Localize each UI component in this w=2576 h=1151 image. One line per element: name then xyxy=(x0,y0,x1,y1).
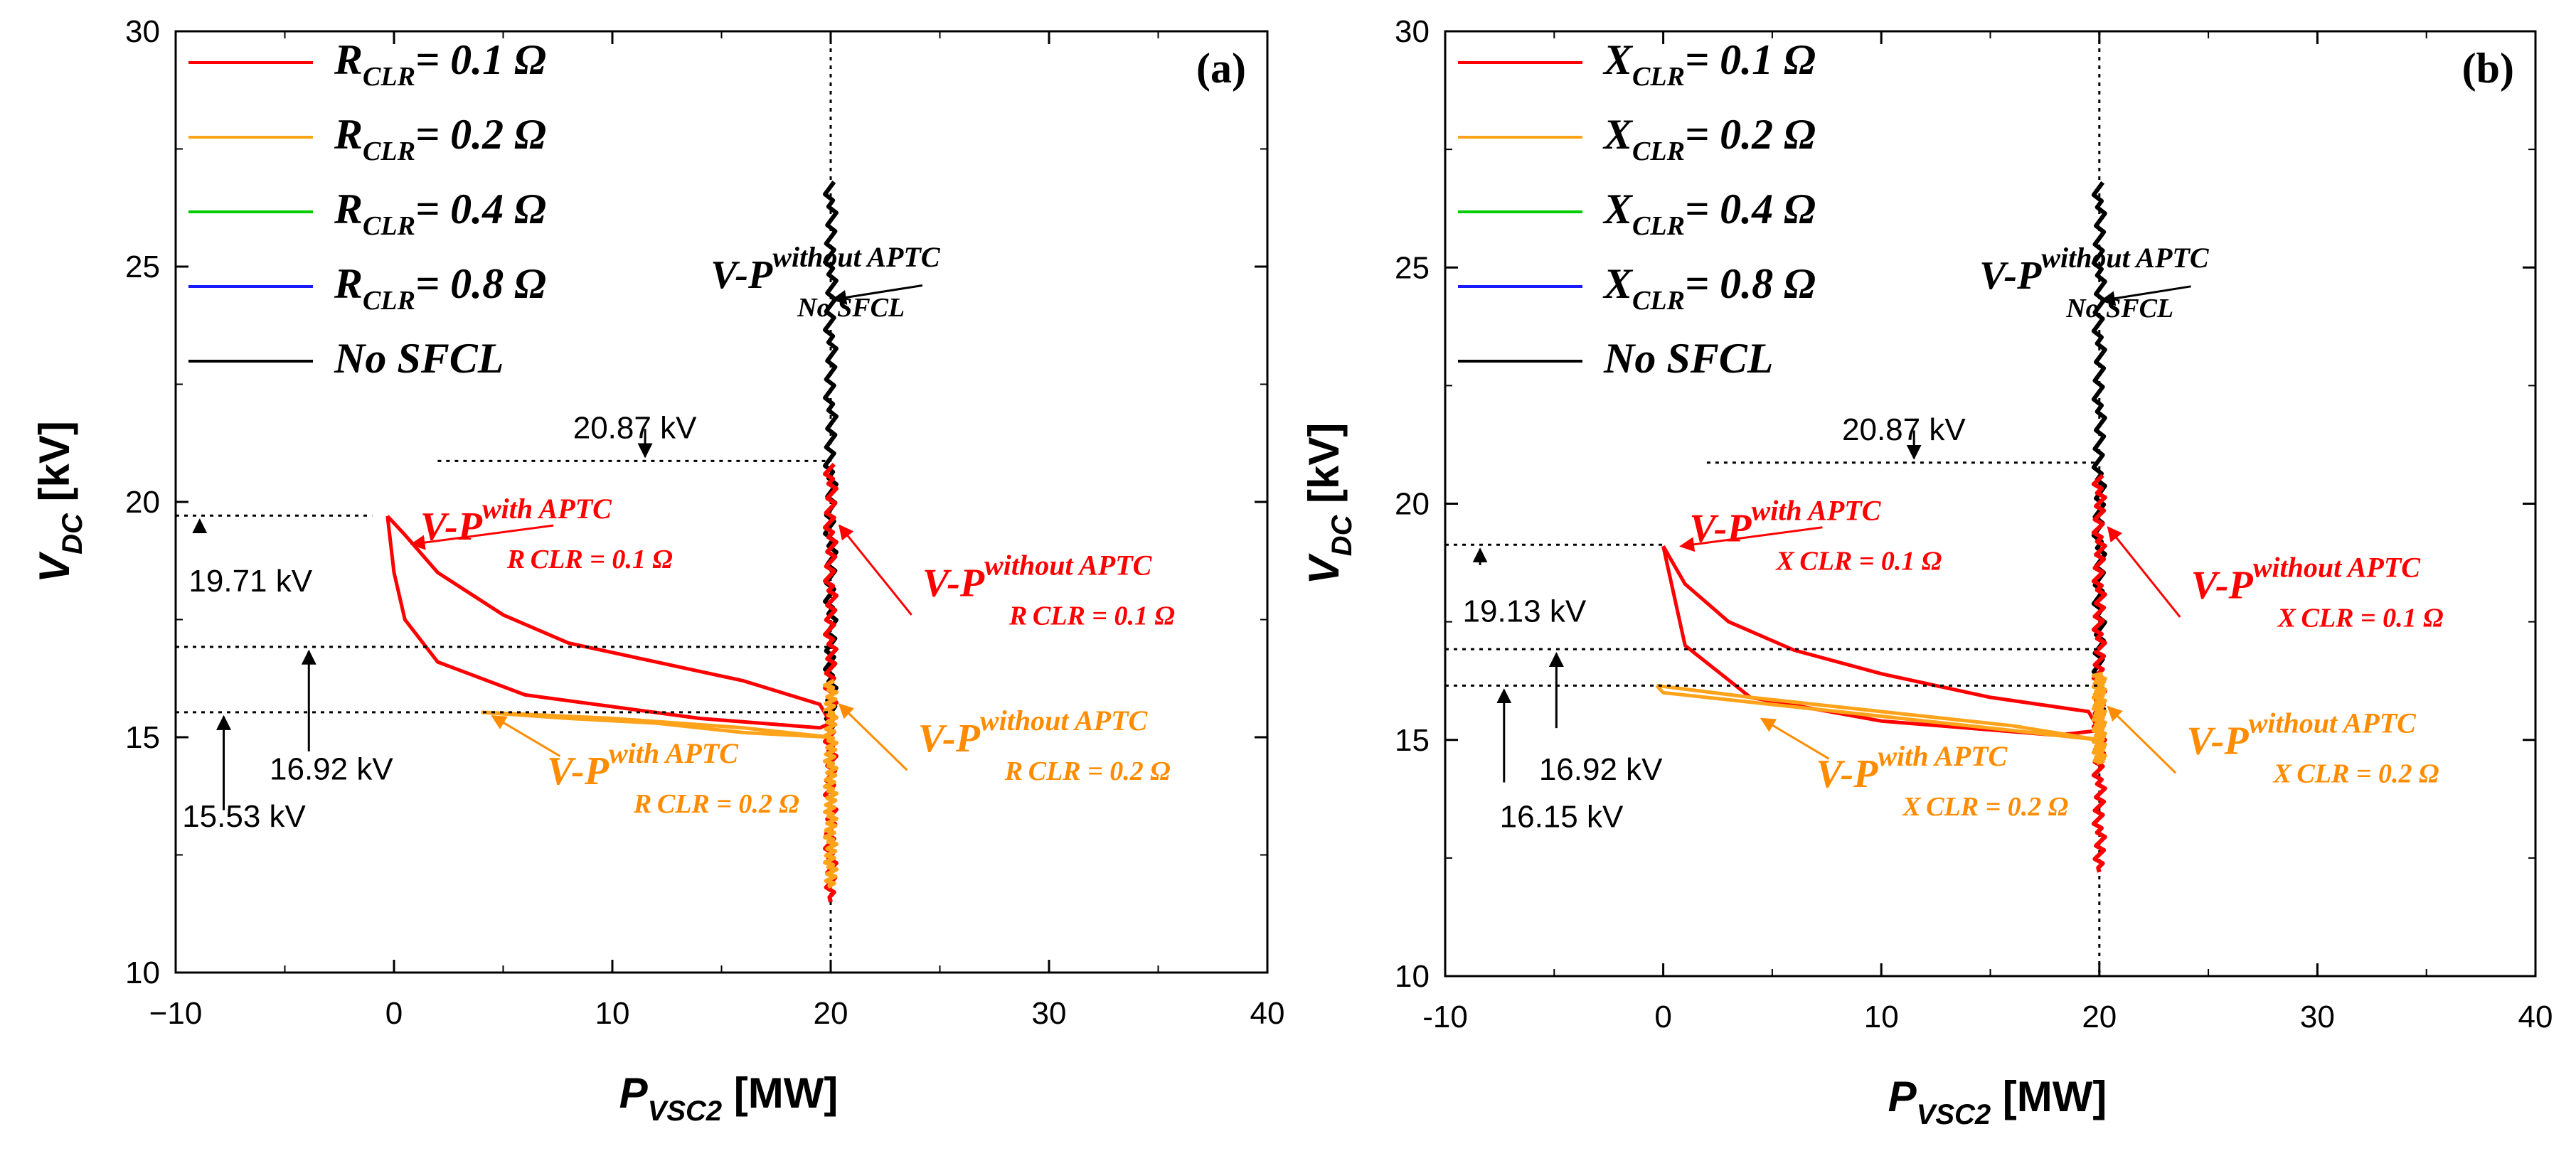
panel-label: (a) xyxy=(1196,45,1246,92)
annotation-label: V-Pwithout APTC xyxy=(922,549,1153,605)
y-tick-label: 15 xyxy=(1395,723,1430,758)
legend-label: RCLR= 0.2 Ω xyxy=(334,111,546,166)
legend-label: XCLR= 0.4 Ω xyxy=(1602,186,1816,241)
chart-panel-b: -10 0 10 20 30 40 10 15 20 25 30 PVSC2 [MW] VDC [kV]… xyxy=(1300,14,2553,1130)
x-tick-label: 10 xyxy=(1864,1000,1899,1034)
y-tick-label: 10 xyxy=(1395,959,1430,994)
annotation-sub: No SFCL xyxy=(797,293,905,323)
annotation-label: V-Pwithout APTC xyxy=(1979,242,2210,298)
y-tick-label: 30 xyxy=(125,14,160,49)
annotation-sub: X CLR = 0.1 Ω xyxy=(2277,603,2444,633)
legend-label: XCLR= 0.8 Ω xyxy=(1602,260,1816,316)
level-label: 20.87 kV xyxy=(573,411,697,446)
legend-label: RCLR= 0.8 Ω xyxy=(334,260,546,316)
panel-label: (b) xyxy=(2462,45,2514,92)
x-tick-label: 20 xyxy=(814,996,848,1031)
annotation-arrow xyxy=(838,703,908,771)
series-line xyxy=(481,710,833,739)
x-tick-label: 0 xyxy=(385,996,403,1031)
x-tick-label: 40 xyxy=(2518,1000,2553,1034)
y-tick-label: 30 xyxy=(1395,14,1430,49)
annotation-arrow xyxy=(410,524,554,550)
legend-label: RCLR= 0.1 Ω xyxy=(334,36,546,92)
annotation-arrow xyxy=(2107,526,2181,618)
annotation-label: V-Pwith APTC xyxy=(547,737,739,793)
y-axis-label: VDC [kV] xyxy=(1300,423,1358,585)
legend-label: No SFCL xyxy=(334,335,504,382)
annotation-arrow xyxy=(1760,717,1830,760)
plot-frame xyxy=(174,30,1269,974)
annotation-label: V-Pwithout APTC xyxy=(918,705,1149,761)
annotation-sub: X CLR = 0.1 Ω xyxy=(1775,547,1942,577)
level-label: 16.92 kV xyxy=(270,752,393,787)
level-label: 16.15 kV xyxy=(1500,800,1624,835)
annotation-arrow xyxy=(2107,705,2177,774)
annotation-label: V-Pwithout APTC xyxy=(2186,707,2417,764)
y-tick-label: 15 xyxy=(125,720,160,755)
legend-label: XCLR= 0.1 Ω xyxy=(1602,36,1816,92)
annotation-label: V-Pwith APTC xyxy=(1689,495,1881,551)
level-label: 16.92 kV xyxy=(1539,752,1663,787)
annotation-label: V-Pwith APTC xyxy=(1816,740,2008,796)
legend-label: RCLR= 0.4 Ω xyxy=(334,186,546,241)
annotation-arrow xyxy=(831,284,923,305)
series-line xyxy=(385,515,833,730)
y-tick-label: 25 xyxy=(125,250,160,284)
annotation-arrow xyxy=(2099,285,2191,306)
level-label: 19.13 kV xyxy=(1463,594,1587,629)
y-tick-label: 25 xyxy=(1395,250,1430,285)
x-tick-label: 30 xyxy=(2300,1000,2335,1034)
x-axis-label: PVSC2 [MW] xyxy=(619,1069,839,1127)
x-axis-label: PVSC2 [MW] xyxy=(1888,1073,2107,1130)
x-tick-label: 30 xyxy=(1032,996,1067,1031)
annotation-arrow xyxy=(1679,526,1823,552)
series-line xyxy=(2091,671,2107,766)
annotation-sub: R CLR = 0.1 Ω xyxy=(1008,601,1175,631)
annotation-arrow xyxy=(838,524,912,616)
y-tick-label: 10 xyxy=(125,955,160,990)
annotation-label: V-Pwithout APTC xyxy=(710,241,941,297)
annotation-arrow xyxy=(491,714,561,757)
annotation-sub: R CLR = 0.2 Ω xyxy=(1004,756,1171,786)
annotation-sub: X CLR = 0.2 Ω xyxy=(1902,792,2068,822)
chart-panel-a: −10 0 10 20 30 40 10 15 20 25 30 PVSC2 [MW] VDC [kV]… xyxy=(31,14,1284,1127)
legend-label: XCLR= 0.2 Ω xyxy=(1602,111,1816,166)
annotation-label: V-Pwithout APTC xyxy=(2191,551,2422,607)
annotation-sub: R CLR = 0.2 Ω xyxy=(633,789,799,819)
level-label: 20.87 kV xyxy=(1842,412,1966,447)
x-tick-label: 10 xyxy=(595,996,630,1031)
level-label: 15.53 kV xyxy=(182,799,306,834)
series-line xyxy=(823,678,839,889)
level-label: 19.71 kV xyxy=(188,564,312,599)
x-tick-label: −10 xyxy=(149,996,203,1031)
y-axis-label: VDC [kV] xyxy=(31,421,88,583)
series-line xyxy=(1655,683,2102,742)
annotation-label: V-Pwith APTC xyxy=(420,493,612,549)
x-tick-label: -10 xyxy=(1422,1000,1468,1034)
y-tick-label: 20 xyxy=(125,485,160,520)
legend-label: No SFCL xyxy=(1603,335,1773,382)
x-tick-label: 0 xyxy=(1654,1000,1671,1034)
y-tick-label: 20 xyxy=(1395,487,1430,522)
annotation-sub: R CLR = 0.1 Ω xyxy=(506,545,673,574)
annotation-sub: X CLR = 0.2 Ω xyxy=(2272,759,2439,789)
x-tick-label: 40 xyxy=(1250,996,1285,1031)
x-tick-label: 20 xyxy=(2082,1000,2117,1034)
annotation-sub: No SFCL xyxy=(2065,294,2173,323)
